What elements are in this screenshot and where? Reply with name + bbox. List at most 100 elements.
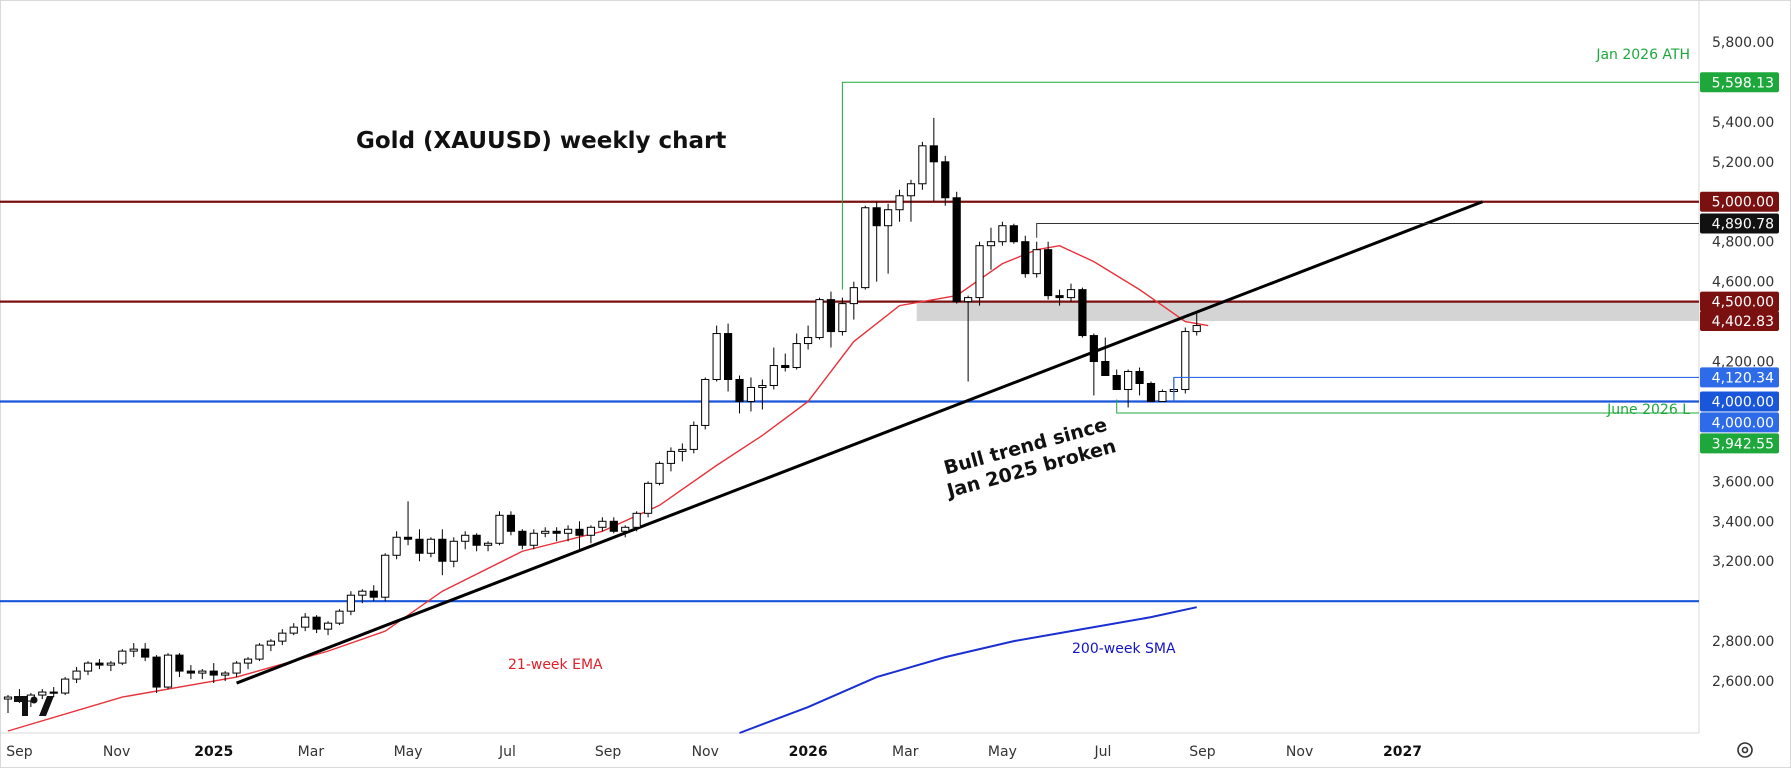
price-tick-label: 5,400.00 (1712, 115, 1774, 131)
candle-bullish (118, 650, 127, 664)
candle-bullish (838, 303, 847, 333)
candle-bullish (746, 386, 756, 402)
candle-bearish (735, 378, 744, 402)
price-tag (1700, 72, 1779, 93)
chart-title: Gold (XAUUSD) weekly chart (356, 128, 726, 154)
candle-bullish (986, 241, 996, 247)
candle-bullish (335, 610, 344, 624)
candle-bullish (758, 384, 767, 388)
time-axis-ticks: Sep Nov 2025 Mar May Jul Sep Nov 2026 Mar May Jul Se… (6, 744, 1422, 760)
swing-high-marker-line (1036, 223, 1699, 238)
candle-bullish (221, 672, 230, 676)
price-tag-label: 3,942.55 (1712, 436, 1774, 452)
indicator-lines-layer (7, 200, 1484, 734)
candle-bearish (186, 670, 195, 674)
price-axis-ticks: 2,600.00 2,800.00 3,200.00 3,400.00 3,600.00… (1712, 35, 1774, 690)
candle-bearish (575, 528, 584, 536)
price-tag (1700, 213, 1779, 234)
candle-bullish (38, 691, 47, 696)
june-low-marker-line (1116, 399, 1699, 414)
candle-bullish (861, 207, 870, 289)
candle-bullish (83, 662, 93, 672)
candle-bullish (72, 670, 81, 680)
candle-bullish (632, 512, 641, 528)
candle-bullish (906, 183, 916, 197)
candle-bearish (369, 590, 378, 598)
candle-bearish (1146, 382, 1156, 402)
candle-bearish (781, 365, 790, 369)
candle-bearish (826, 299, 836, 333)
price-tick-label: 5,800.00 (1712, 35, 1774, 51)
candle-bearish (929, 145, 938, 163)
candle-bullish (392, 536, 401, 556)
annotation-lines-layer (841, 81, 1699, 414)
candle-bullish (964, 297, 973, 303)
candle-bullish (975, 245, 984, 299)
price-tag-label: 4,120.34 (1712, 370, 1774, 386)
time-tick-label: Nov (1286, 744, 1313, 760)
settings-gear-icon[interactable] (1737, 742, 1753, 758)
candle-bullish (804, 337, 813, 345)
price-tag-label: 5,000.00 (1712, 195, 1774, 211)
candle-bullish (278, 632, 287, 642)
price-tick-label: 4,200.00 (1712, 355, 1774, 371)
price-tag (1700, 412, 1779, 433)
price-tick-label: 5,200.00 (1712, 155, 1774, 171)
candle-bullish (301, 616, 310, 628)
price-tick-label: 3,400.00 (1712, 514, 1774, 530)
ema-label: 21-week EMA (508, 657, 603, 673)
candle-bearish (552, 530, 561, 534)
candle-bearish (506, 514, 516, 532)
price-tag (1700, 311, 1779, 332)
candle-bullish (495, 514, 504, 544)
price-tick-label: 4,800.00 (1712, 235, 1774, 251)
candle-bullish (1192, 325, 1201, 333)
candle-bearish (438, 538, 447, 562)
candle-bullish (449, 540, 458, 562)
candle-bearish (941, 161, 950, 199)
candle-bullish (1181, 331, 1190, 390)
candle-bullish (1032, 249, 1041, 275)
time-tick-label: May (988, 744, 1017, 760)
candle-bullish (895, 195, 904, 211)
time-tick-label: 2027 (1383, 744, 1422, 760)
candle-bearish (415, 538, 424, 554)
candle-bearish (1089, 335, 1098, 363)
support-resistance-zone-layer (916, 301, 1699, 322)
price-tick-label: 4,600.00 (1712, 275, 1774, 291)
candle-bullish (243, 658, 253, 664)
candle-bearish (723, 333, 733, 380)
candle-bullish (998, 225, 1007, 243)
candle-bullish (884, 209, 893, 227)
time-tick-label: Jul (1094, 744, 1112, 760)
candle-bearish (1112, 375, 1121, 390)
candle-bearish (141, 648, 150, 658)
candle-bullish (1124, 371, 1133, 390)
candle-bullish (163, 654, 173, 688)
sma-200-line (739, 606, 1197, 734)
price-tag (1700, 191, 1779, 212)
candle-bullish (358, 590, 367, 596)
candle-bearish (1044, 249, 1053, 297)
ema-21-line (7, 244, 1209, 732)
candle-bullish (621, 526, 630, 532)
candle-bullish (255, 644, 264, 660)
candle-bearish (609, 520, 618, 532)
candle-bearish (472, 534, 481, 546)
candles-layer (3, 117, 1201, 714)
candle-bullish (129, 648, 138, 652)
candle-bullish (712, 333, 721, 380)
resistance-zone (916, 301, 1699, 322)
time-tick-label: Nov (103, 744, 130, 760)
candle-bullish (198, 670, 207, 674)
candle-bearish (1135, 371, 1144, 384)
candle-bullish (266, 640, 275, 646)
time-tick-label: Nov (692, 744, 719, 760)
candle-bullish (792, 343, 801, 369)
candle-bearish (872, 207, 881, 227)
candle-bearish (1101, 361, 1110, 377)
price-tick-label: 2,800.00 (1712, 634, 1774, 650)
candle-bullish (918, 145, 927, 185)
time-tick-label: Jul (498, 744, 516, 760)
